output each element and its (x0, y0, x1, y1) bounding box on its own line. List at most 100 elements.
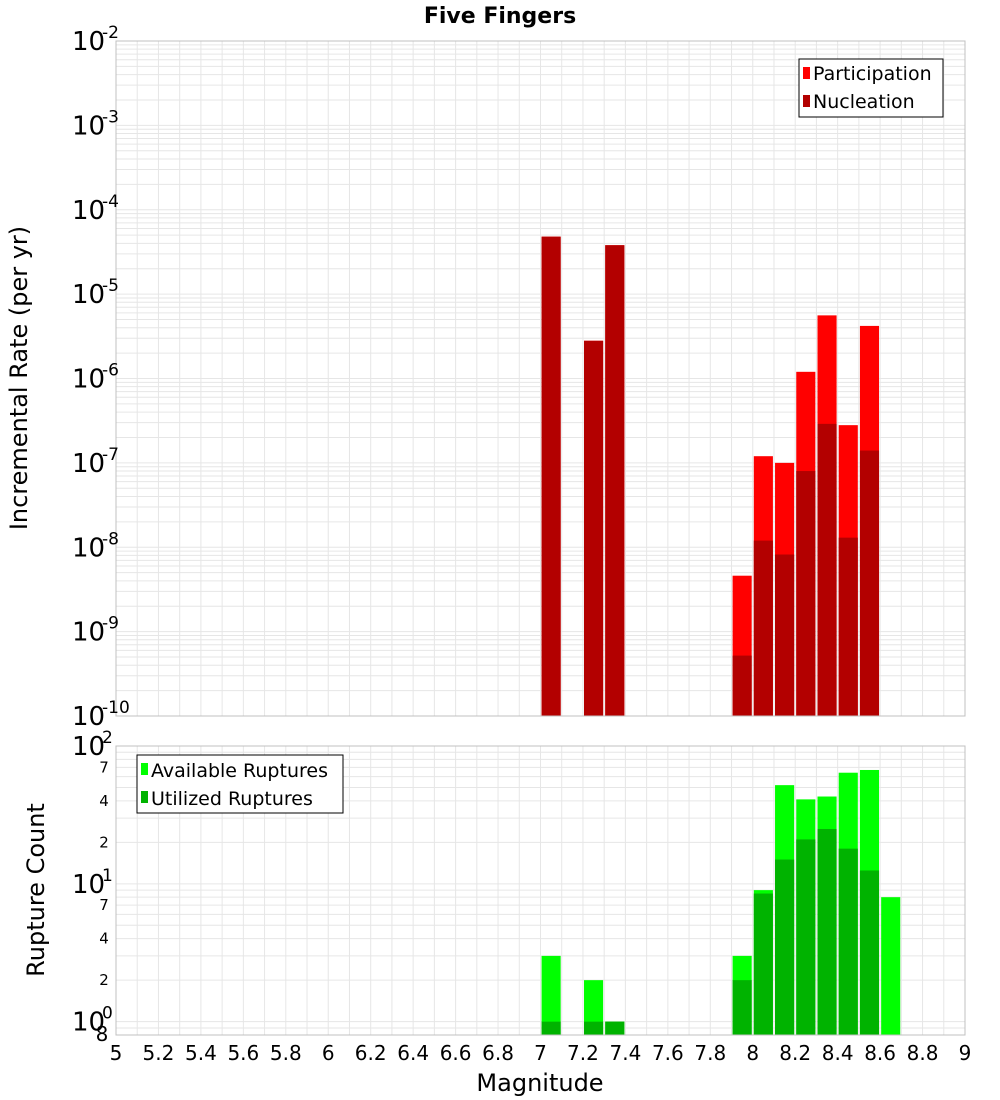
bottom-y-minor-tick-label: 7 (99, 758, 109, 776)
x-tick-label: 8.4 (822, 1041, 854, 1065)
bottom-y-minor-tick-label: 4 (99, 792, 109, 810)
top-bar-nucleation (541, 236, 561, 716)
top-bar-nucleation (859, 450, 880, 716)
bottom-bar-utilized-ruptures (838, 848, 858, 1035)
x-tick-label: 7.4 (609, 1041, 641, 1065)
bottom-bar-available-ruptures (584, 980, 604, 1035)
x-tick-label: 8.2 (779, 1041, 811, 1065)
legend-label-nucleation: Nucleation (813, 91, 915, 113)
bottom-bars (541, 769, 901, 1035)
top-y-tick-exponent: -4 (102, 192, 119, 212)
top-bar-nucleation (605, 245, 625, 716)
bottom-y-minor-tick-label: 2 (99, 971, 109, 989)
x-tick-label: 8 (746, 1041, 759, 1065)
x-tick-label: 8.8 (907, 1041, 939, 1065)
bottom-bar-utilized-ruptures (753, 893, 773, 1035)
bottom-y-minor-tick-label: 4 (99, 930, 109, 948)
top-bar-nucleation (732, 655, 752, 716)
top-y-tick-exponent: -5 (102, 276, 119, 296)
bottom-y-tick-label: 10 (72, 732, 105, 762)
chart-title: Five Fingers (424, 4, 576, 29)
bottom-y-minor-tick-label: 2 (99, 833, 109, 851)
legend-swatch-available-ruptures (141, 763, 148, 775)
x-tick-label: 5.2 (143, 1041, 175, 1065)
bottom-bar-utilized-ruptures (859, 870, 880, 1035)
top-y-tick-exponent: -10 (102, 698, 130, 718)
top-y-tick-exponent: -3 (102, 107, 119, 127)
bottom-legend: Available Ruptures Utilized Ruptures (136, 754, 344, 814)
top-bar-nucleation (775, 554, 795, 716)
bottom-bar-utilized-ruptures (605, 1021, 625, 1035)
legend-label-available-ruptures: Available Ruptures (151, 760, 328, 782)
x-tick-label: 6 (322, 1041, 335, 1065)
bottom-bar-utilized-ruptures (796, 839, 816, 1035)
bottom-y-tick-exponent: 0 (102, 1004, 113, 1024)
top-bar-nucleation (753, 540, 773, 716)
top-bars (541, 236, 880, 717)
bottom-bar-available-ruptures (541, 955, 561, 1035)
top-y-tick-label: 10 (72, 702, 105, 732)
x-tick-label: 5.4 (185, 1041, 217, 1065)
top-bar-nucleation (796, 471, 816, 716)
top-bar-nucleation (838, 537, 858, 716)
top-y-tick-label: 10 (72, 280, 105, 310)
top-legend-box (798, 58, 944, 118)
top-y-tick-label: 10 (72, 365, 105, 395)
bottom-bar-utilized-ruptures (817, 828, 837, 1035)
top-y-tick-exponent: -8 (102, 529, 119, 549)
top-y-axis-title: Incremental Rate (per yr) (5, 226, 33, 530)
bottom-y-tick-exponent: 2 (102, 728, 113, 748)
x-tick-label: 6.6 (440, 1041, 472, 1065)
bottom-legend-box (136, 754, 344, 814)
x-tick-label: 8.6 (864, 1041, 896, 1065)
bottom-y-minor-tick-label: 7 (99, 896, 109, 914)
x-tick-label: 7.2 (567, 1041, 599, 1065)
bottom-y-axis-title: Rupture Count (22, 803, 50, 977)
legend-label-utilized-ruptures: Utilized Ruptures (151, 788, 313, 810)
x-tick-label: 7.8 (694, 1041, 726, 1065)
x-tick-label: 9 (959, 1041, 972, 1065)
x-tick-label: 6.2 (355, 1041, 387, 1065)
legend-swatch-utilized-ruptures (141, 791, 148, 803)
x-tick-label: 5 (110, 1041, 123, 1065)
top-y-tick-exponent: -7 (102, 445, 119, 465)
top-y-tick-label: 10 (72, 111, 105, 141)
top-y-tick-label: 10 (72, 618, 105, 648)
top-y-tick-label: 10 (72, 27, 105, 57)
top-legend: Participation Nucleation (798, 58, 944, 118)
bottom-bar-utilized-ruptures (732, 980, 752, 1035)
bottom-y-tick-exponent: 1 (102, 866, 113, 886)
x-tick-labels: 5 5.2 5.4 5.6 5.8 6 6.2 6.4 6.6 6.8 7 7.2 7.4 7.6 7.8 8… (110, 1041, 972, 1065)
legend-label-participation: Participation (813, 63, 932, 85)
bottom-bar-utilized-ruptures (775, 859, 795, 1035)
x-tick-label: 6.4 (397, 1041, 429, 1065)
bottom-y-tick-label: 10 (72, 1008, 105, 1038)
top-grid (115, 40, 966, 717)
top-y-tick-label: 10 (72, 196, 105, 226)
bottom-bar-utilized-ruptures (584, 1021, 604, 1035)
legend-swatch-participation (803, 67, 810, 79)
top-plot-frame (115, 40, 966, 717)
x-tick-label: 5.8 (270, 1041, 302, 1065)
x-tick-label: 7 (534, 1041, 547, 1065)
x-tick-label: 5.6 (227, 1041, 259, 1065)
bottom-y-tick-label-min: 8 (96, 1022, 109, 1046)
bottom-bar-available-ruptures (881, 897, 901, 1035)
top-y-tick-exponent: -9 (102, 614, 119, 634)
x-axis-title: Magnitude (476, 1069, 603, 1097)
bottom-plot-frame (115, 745, 966, 1036)
top-y-tick-label: 10 (72, 533, 105, 563)
top-y-tick-exponent: -2 (102, 23, 119, 43)
top-bar-nucleation (817, 423, 837, 716)
legend-swatch-nucleation (803, 95, 810, 107)
top-y-tick-label: 10 (72, 449, 105, 479)
bottom-y-tick-label: 10 (72, 870, 105, 900)
top-bar-nucleation (584, 340, 604, 716)
x-tick-label: 7.6 (652, 1041, 684, 1065)
x-tick-label: 6.8 (482, 1041, 514, 1065)
